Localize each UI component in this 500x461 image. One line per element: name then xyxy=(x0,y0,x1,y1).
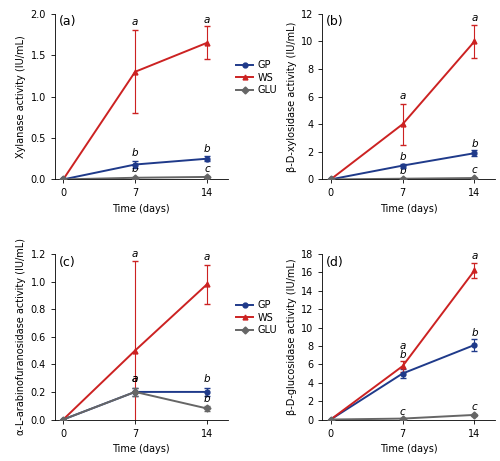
Y-axis label: β-D-xylosidase activity (IU/mL): β-D-xylosidase activity (IU/mL) xyxy=(287,21,297,172)
Text: (a): (a) xyxy=(58,16,76,29)
Text: a: a xyxy=(132,374,138,384)
Text: c: c xyxy=(472,165,478,175)
Text: b: b xyxy=(400,166,406,176)
Text: b: b xyxy=(132,148,138,158)
Text: a: a xyxy=(132,249,138,260)
X-axis label: Time (days): Time (days) xyxy=(380,444,438,454)
Text: b: b xyxy=(204,144,210,154)
Text: b: b xyxy=(471,328,478,337)
Y-axis label: α-L-arabinofuranosidase activity (IU/mL): α-L-arabinofuranosidase activity (IU/mL) xyxy=(16,238,26,435)
Text: c: c xyxy=(472,402,478,412)
Legend: GP, WS, GLU: GP, WS, GLU xyxy=(236,60,277,95)
Text: (c): (c) xyxy=(58,255,75,269)
Text: b: b xyxy=(400,152,406,162)
Legend: GP, WS, GLU: GP, WS, GLU xyxy=(236,300,277,335)
Text: (b): (b) xyxy=(326,16,344,29)
Text: a: a xyxy=(472,251,478,261)
Text: a: a xyxy=(132,374,138,384)
Text: b: b xyxy=(204,374,210,384)
Text: c: c xyxy=(204,164,210,174)
Text: b: b xyxy=(132,164,138,174)
Y-axis label: Xylanase activity (IU/mL): Xylanase activity (IU/mL) xyxy=(16,35,26,158)
Text: b: b xyxy=(204,394,210,404)
Text: a: a xyxy=(132,17,138,27)
Text: a: a xyxy=(204,252,210,262)
Text: a: a xyxy=(204,15,210,24)
Text: a: a xyxy=(400,91,406,101)
X-axis label: Time (days): Time (days) xyxy=(112,444,170,454)
Text: a: a xyxy=(400,341,406,350)
X-axis label: Time (days): Time (days) xyxy=(112,204,170,214)
Text: (d): (d) xyxy=(326,255,344,269)
Text: c: c xyxy=(400,407,406,417)
Text: a: a xyxy=(472,13,478,23)
Text: b: b xyxy=(471,139,478,149)
X-axis label: Time (days): Time (days) xyxy=(380,204,438,214)
Text: b: b xyxy=(400,350,406,360)
Y-axis label: β-D-glucosidase activity (IU/mL): β-D-glucosidase activity (IU/mL) xyxy=(287,259,297,415)
